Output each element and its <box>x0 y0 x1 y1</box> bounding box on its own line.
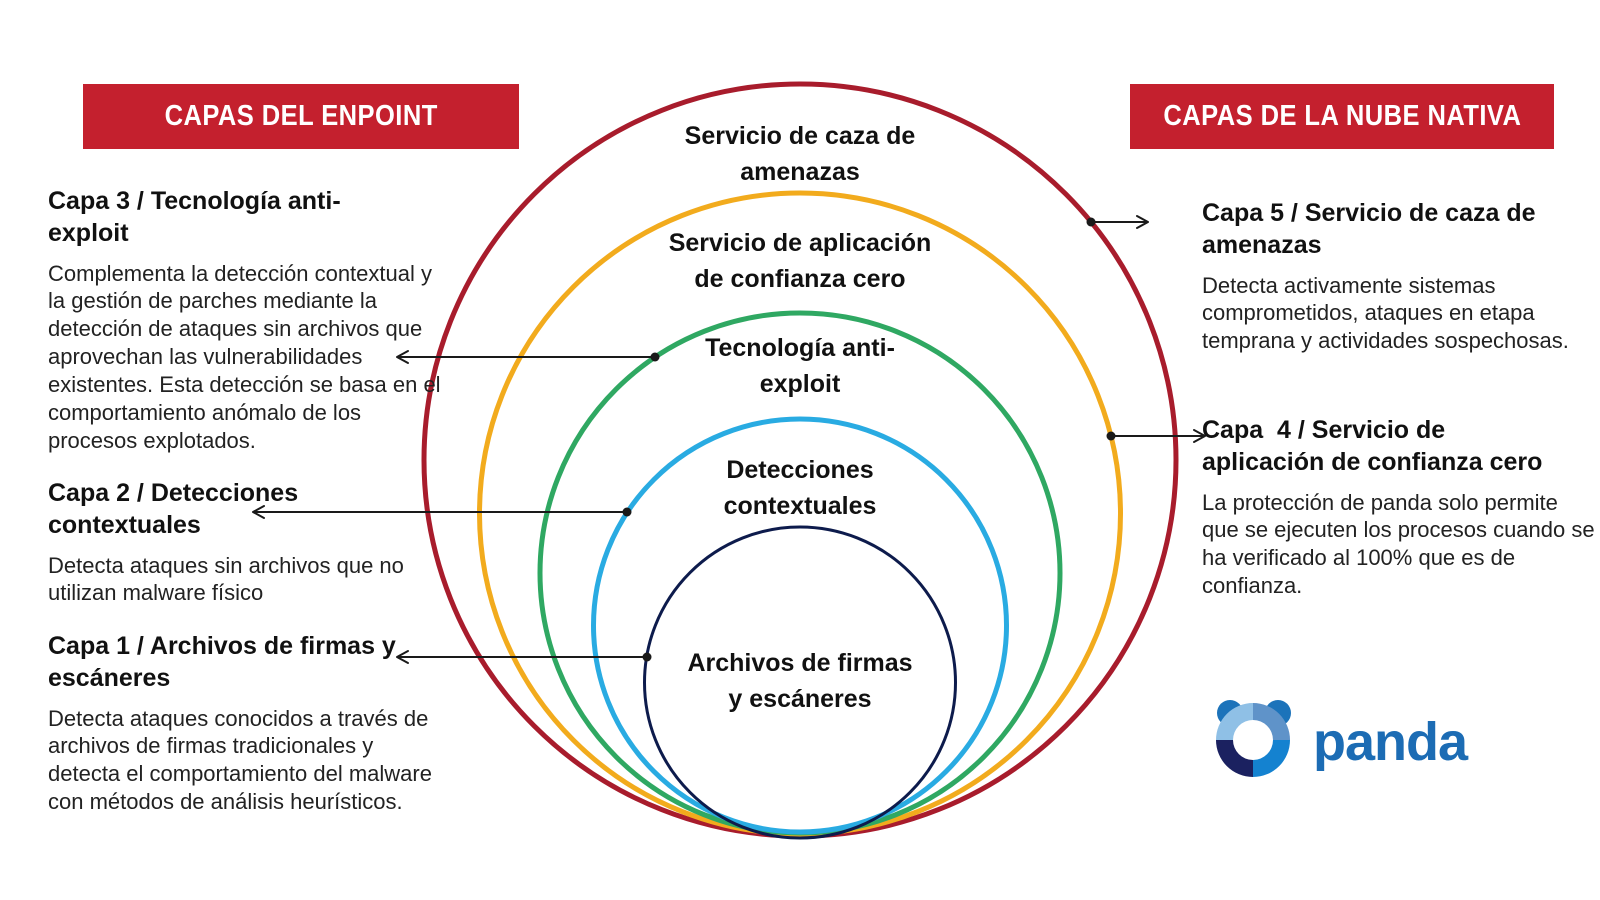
svg-text:panda: panda <box>1313 712 1469 772</box>
